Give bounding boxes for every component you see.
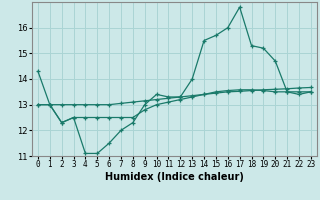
X-axis label: Humidex (Indice chaleur): Humidex (Indice chaleur) — [105, 172, 244, 182]
